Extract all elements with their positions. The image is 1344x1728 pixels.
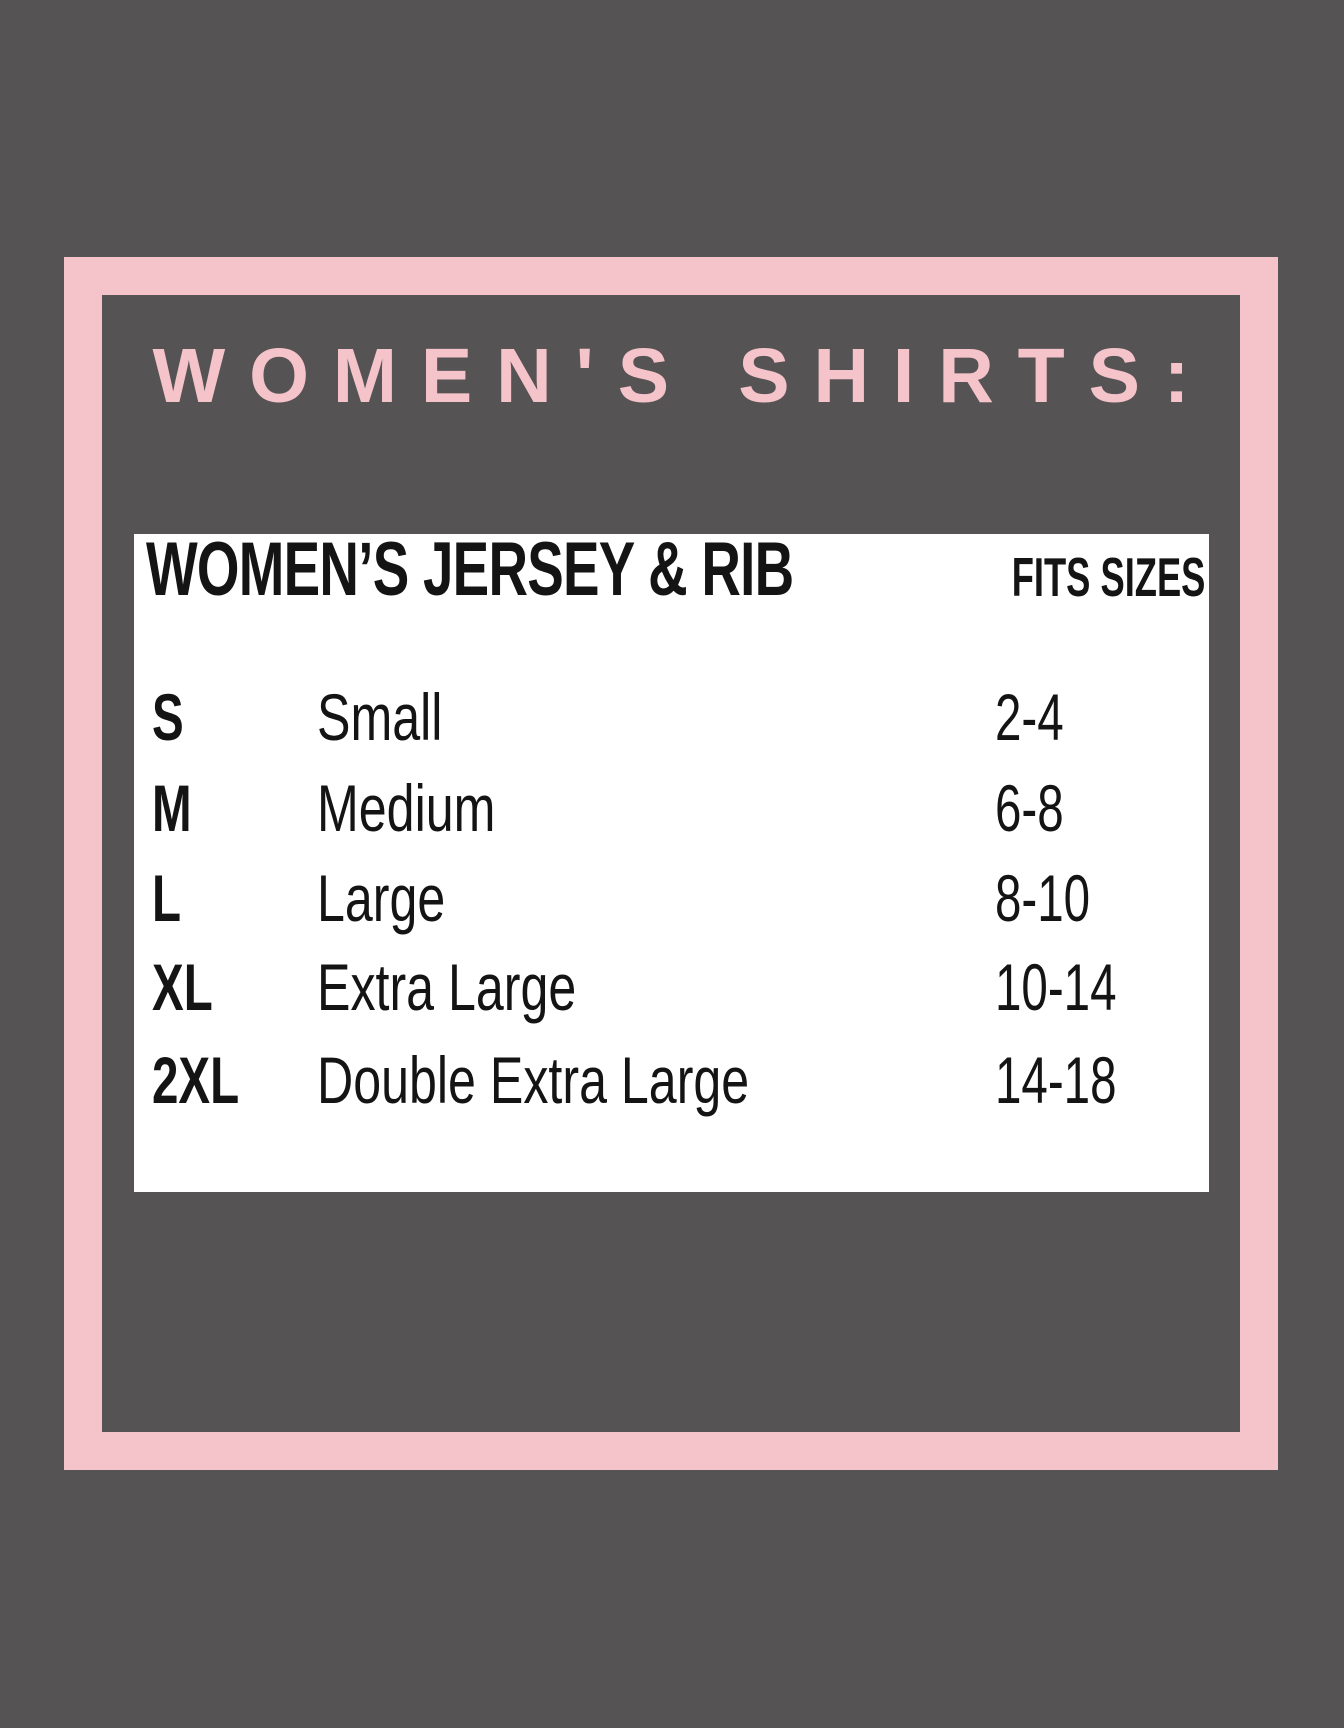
table-row: 2XL Double Extra Large 14-18 bbox=[134, 1047, 1209, 1117]
table-row: L Large 8-10 bbox=[134, 865, 1209, 935]
table-header-fits-sizes: FITS SIZES bbox=[1011, 546, 1205, 608]
size-name: Large bbox=[317, 861, 446, 935]
table-row: S Small 2-4 bbox=[134, 684, 1209, 754]
size-fits: 14-18 bbox=[995, 1043, 1117, 1117]
size-code: XL bbox=[152, 950, 213, 1024]
size-fits: 8-10 bbox=[995, 861, 1091, 935]
page-title-text: WOMEN'S SHIRTS: bbox=[152, 333, 1214, 419]
pink-border-frame bbox=[64, 257, 1278, 1470]
size-table: WOMEN’S JERSEY & RIB FITS SIZES S Small … bbox=[134, 527, 1209, 1192]
size-name: Double Extra Large bbox=[317, 1043, 750, 1117]
size-code: L bbox=[152, 861, 182, 935]
page-title: WOMEN'S SHIRTS: bbox=[64, 338, 1278, 415]
size-fits: 6-8 bbox=[995, 771, 1064, 845]
size-code: S bbox=[152, 680, 184, 754]
table-row: M Medium 6-8 bbox=[134, 775, 1209, 845]
size-name: Small bbox=[317, 680, 443, 754]
size-name: Extra Large bbox=[317, 950, 577, 1024]
size-code: M bbox=[152, 771, 192, 845]
table-row: XL Extra Large 10-14 bbox=[134, 954, 1209, 1024]
size-code: 2XL bbox=[152, 1043, 240, 1117]
table-header-product: WOMEN’S JERSEY & RIB bbox=[146, 527, 794, 612]
size-fits: 2-4 bbox=[995, 680, 1064, 754]
size-name: Medium bbox=[317, 771, 496, 845]
size-fits: 10-14 bbox=[995, 950, 1117, 1024]
